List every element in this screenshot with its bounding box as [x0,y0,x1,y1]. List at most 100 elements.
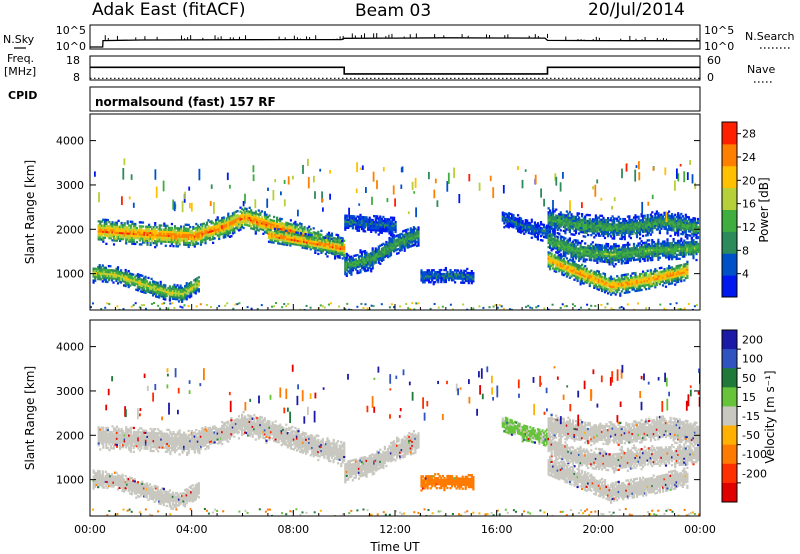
echo-cell [411,236,414,239]
echo-cell [354,227,357,230]
echo-cell [588,254,591,258]
echo-cell [124,270,127,274]
echo-cell [131,236,134,239]
echo-cell [101,280,104,283]
echo-cell [518,220,521,224]
echo-cell [661,250,665,253]
echo-cell [130,277,133,280]
echo-cell [115,227,119,230]
echo-cell [180,239,183,242]
echo-cell [564,245,567,248]
echo-cell [233,229,236,232]
echo-cell [112,243,116,246]
echo-cell [555,216,558,219]
echo-cell [248,210,251,213]
echo-cell [222,236,225,239]
echo-cell [535,231,538,235]
echo-cell [611,227,614,230]
echo-cell [332,248,335,251]
echo-cell [225,231,228,234]
nave-ytick-top-right: 60 [707,54,721,67]
echo-cell [674,219,677,222]
echo-cell [611,223,614,226]
echo-cell [565,241,568,245]
echo-cell [241,213,244,216]
echo-cell [536,236,539,239]
echo-cell [337,238,340,241]
echo-cell [132,281,135,284]
echo-cell [443,280,446,284]
echo-cell [626,257,629,260]
echo-cell [420,271,423,274]
echo-cell [693,219,697,222]
echo-cell [614,227,617,230]
echo-cell [570,247,573,251]
echo-cell [173,225,177,228]
echo-cell [195,226,198,230]
echo-cell [405,235,408,238]
echo-cell [135,278,138,281]
echo-cell [218,237,221,241]
echo-cell [281,231,284,234]
echo-cell [182,290,185,293]
echo-cell [608,219,611,222]
echo-cell [564,232,567,235]
echo-cell [640,240,643,243]
echo-cell [386,253,390,257]
echo-cell [637,225,640,228]
echo-cell [98,274,101,277]
echo-cell [377,255,380,258]
echo-cell [281,243,284,246]
echo-cell [271,219,274,222]
echo-cell [132,222,135,226]
echo-cell [520,231,523,234]
echo-cell [281,241,284,244]
echo-cell [616,256,619,260]
echo-cell [280,242,283,245]
echo-cell [108,231,111,234]
echo-cell [639,252,642,255]
echo-cell [567,228,570,231]
echo-cell [356,263,359,267]
echo-cell [122,224,125,227]
echo-cell [231,226,234,229]
echo-cell [373,256,376,259]
echo-cell [579,224,582,227]
echo-cell [613,243,616,246]
echo-cell [299,242,303,245]
echo-cell [661,223,665,226]
echo-cell [171,291,174,294]
echo-cell [553,240,556,243]
echo-cell [578,226,581,229]
echo-cell [173,227,177,230]
echo-cell [461,275,464,278]
echo-cell [345,262,348,265]
echo-cell [312,236,315,239]
echo-cell [271,221,274,224]
echo-cell [360,256,364,259]
echo-cell [205,237,209,240]
echo-cell [440,280,443,284]
echo-cell [674,241,677,245]
echo-cell [646,239,649,242]
echo-cell [672,215,675,218]
echo-cell [301,240,304,243]
echo-cell [648,257,651,260]
echo-cell [147,284,150,287]
echo-cell [669,226,672,230]
echo-cell [645,224,648,227]
echo-cell [447,278,451,282]
echo-cell [170,293,173,296]
echo-cell [547,241,550,245]
echo-cell [330,247,333,250]
echo-cell [377,257,380,260]
echo-cell [444,274,447,278]
echo-cell [103,218,106,221]
echo-cell [692,219,695,222]
echo-cell [265,221,268,224]
echo-cell [174,290,178,293]
echo-cell [663,213,666,216]
echo-cell [288,224,291,227]
echo-cell [648,243,651,246]
echo-cell [163,238,166,241]
